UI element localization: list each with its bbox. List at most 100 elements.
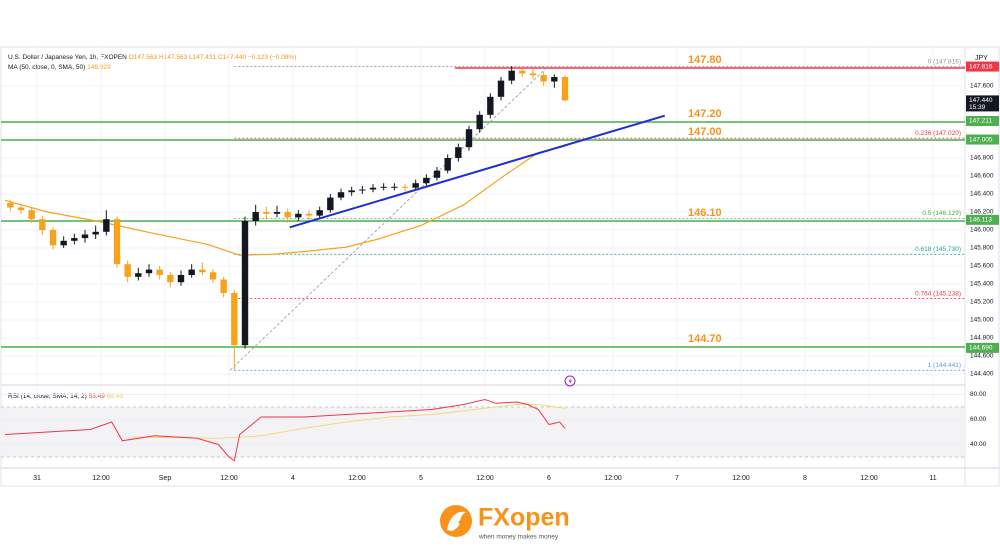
candle	[124, 260, 131, 283]
price-tag	[966, 214, 999, 225]
candle	[551, 74, 558, 88]
rsi-value: 53.49	[89, 393, 106, 400]
symbol-title: U.S. Dollar / Japanese Yen, 1h, FXOPEN	[8, 54, 127, 61]
candle-body	[167, 275, 174, 283]
candle	[327, 194, 334, 213]
candle-body	[188, 269, 195, 275]
rsi-band	[1, 407, 965, 457]
candle-body	[135, 273, 142, 277]
candle-body	[412, 183, 419, 188]
price-tag-countdown: 15:39	[969, 104, 986, 111]
candle-body	[231, 293, 238, 346]
candle-body	[391, 186, 398, 188]
logo: FXopen when money makes money	[440, 504, 570, 541]
x-tick-label: 4	[291, 475, 295, 482]
y-tick-label: 144.800	[970, 335, 994, 342]
rsi-ma-line	[132, 404, 566, 439]
candle	[220, 276, 227, 298]
candle	[295, 210, 302, 221]
y-tick-label: 146.600	[970, 173, 994, 180]
level-label: 144.70	[688, 333, 722, 345]
y-tick-label: 146.200	[970, 209, 994, 216]
candle	[401, 184, 409, 192]
x-tick-label: 5	[419, 475, 423, 482]
price-tag-label: 147.211	[969, 118, 992, 125]
candle-body	[295, 213, 302, 218]
candle	[540, 71, 547, 86]
candle	[231, 290, 238, 371]
candle-body	[508, 70, 515, 81]
logo-tagline: when money makes money	[478, 534, 559, 541]
candle-body	[476, 114, 483, 130]
candle-body	[124, 264, 131, 277]
candle-body	[444, 158, 451, 171]
x-tick-label: 12:00	[220, 475, 238, 482]
candle	[476, 111, 483, 133]
candle-body	[455, 147, 462, 158]
candle-body	[199, 269, 206, 273]
x-tick-label: 12:00	[476, 475, 494, 482]
candle	[177, 270, 185, 286]
candle-body	[316, 210, 323, 216]
candle-body	[60, 240, 67, 246]
x-tick-label: 12:00	[348, 475, 366, 482]
rsi-ma-value: 69.43	[107, 393, 124, 400]
fib-label: 0.618 (145.730)	[915, 246, 961, 253]
y-tick-label: 147.600	[970, 83, 994, 90]
candle-body	[423, 177, 430, 184]
fib-label: 0.236 (147.020)	[915, 130, 961, 137]
level-label: 147.80	[688, 54, 722, 66]
candle	[487, 93, 494, 119]
candle	[305, 210, 313, 221]
level-label: 147.00	[688, 126, 722, 138]
candle	[561, 75, 569, 102]
candle	[263, 206, 270, 220]
candle-body	[305, 213, 313, 216]
y-tick-label: 146.400	[970, 191, 994, 198]
price-tag-label: 146.113	[969, 217, 992, 224]
currency: JPY	[975, 55, 988, 62]
candle	[316, 206, 323, 219]
price-tag	[966, 116, 999, 127]
price-tag-label: 144.690	[969, 345, 993, 352]
rsi-line	[4, 398, 566, 462]
candle-body	[433, 170, 441, 178]
candle	[28, 207, 35, 223]
candle-body	[156, 269, 163, 275]
candle	[188, 264, 195, 278]
candle-body	[263, 212, 270, 214]
candle-body	[561, 77, 569, 101]
x-tick-label: 8	[803, 475, 807, 482]
x-tick-label: 31	[33, 475, 41, 482]
candle	[369, 184, 377, 193]
x-tick-label: Sep	[159, 475, 172, 482]
ma-value: 146.929	[87, 64, 111, 71]
y-tick-label: 145.000	[970, 317, 994, 324]
candle-body	[103, 219, 110, 232]
candle	[519, 68, 526, 77]
candle-body	[220, 279, 227, 293]
candle-body	[519, 70, 526, 74]
fib-label: 1 (144.441)	[928, 362, 961, 369]
candle	[49, 227, 57, 250]
candle	[273, 205, 281, 218]
candle	[391, 183, 398, 191]
rsi-tick-label: 60.00	[970, 416, 987, 423]
candle	[167, 272, 174, 288]
candle	[81, 230, 89, 243]
candle-body	[7, 203, 14, 208]
candle	[455, 143, 462, 162]
fib-label: 0 (147.816)	[928, 58, 961, 65]
price-tag	[966, 95, 999, 112]
candle	[529, 68, 537, 79]
candle	[433, 167, 441, 181]
candle-body	[92, 231, 99, 235]
price-tag-label: 147.816	[969, 63, 993, 70]
candle-body	[359, 189, 366, 191]
candle-body	[241, 221, 249, 346]
chart-header: U.S. Dollar / Japanese Yen, 1h, FXOPEN O…	[8, 54, 296, 61]
x-tick-label: 12:00	[860, 475, 878, 482]
rsi-header: RSI (14, close, SMA, 14, 2) 53.49 69.43	[8, 393, 123, 400]
trendline	[289, 114, 666, 229]
